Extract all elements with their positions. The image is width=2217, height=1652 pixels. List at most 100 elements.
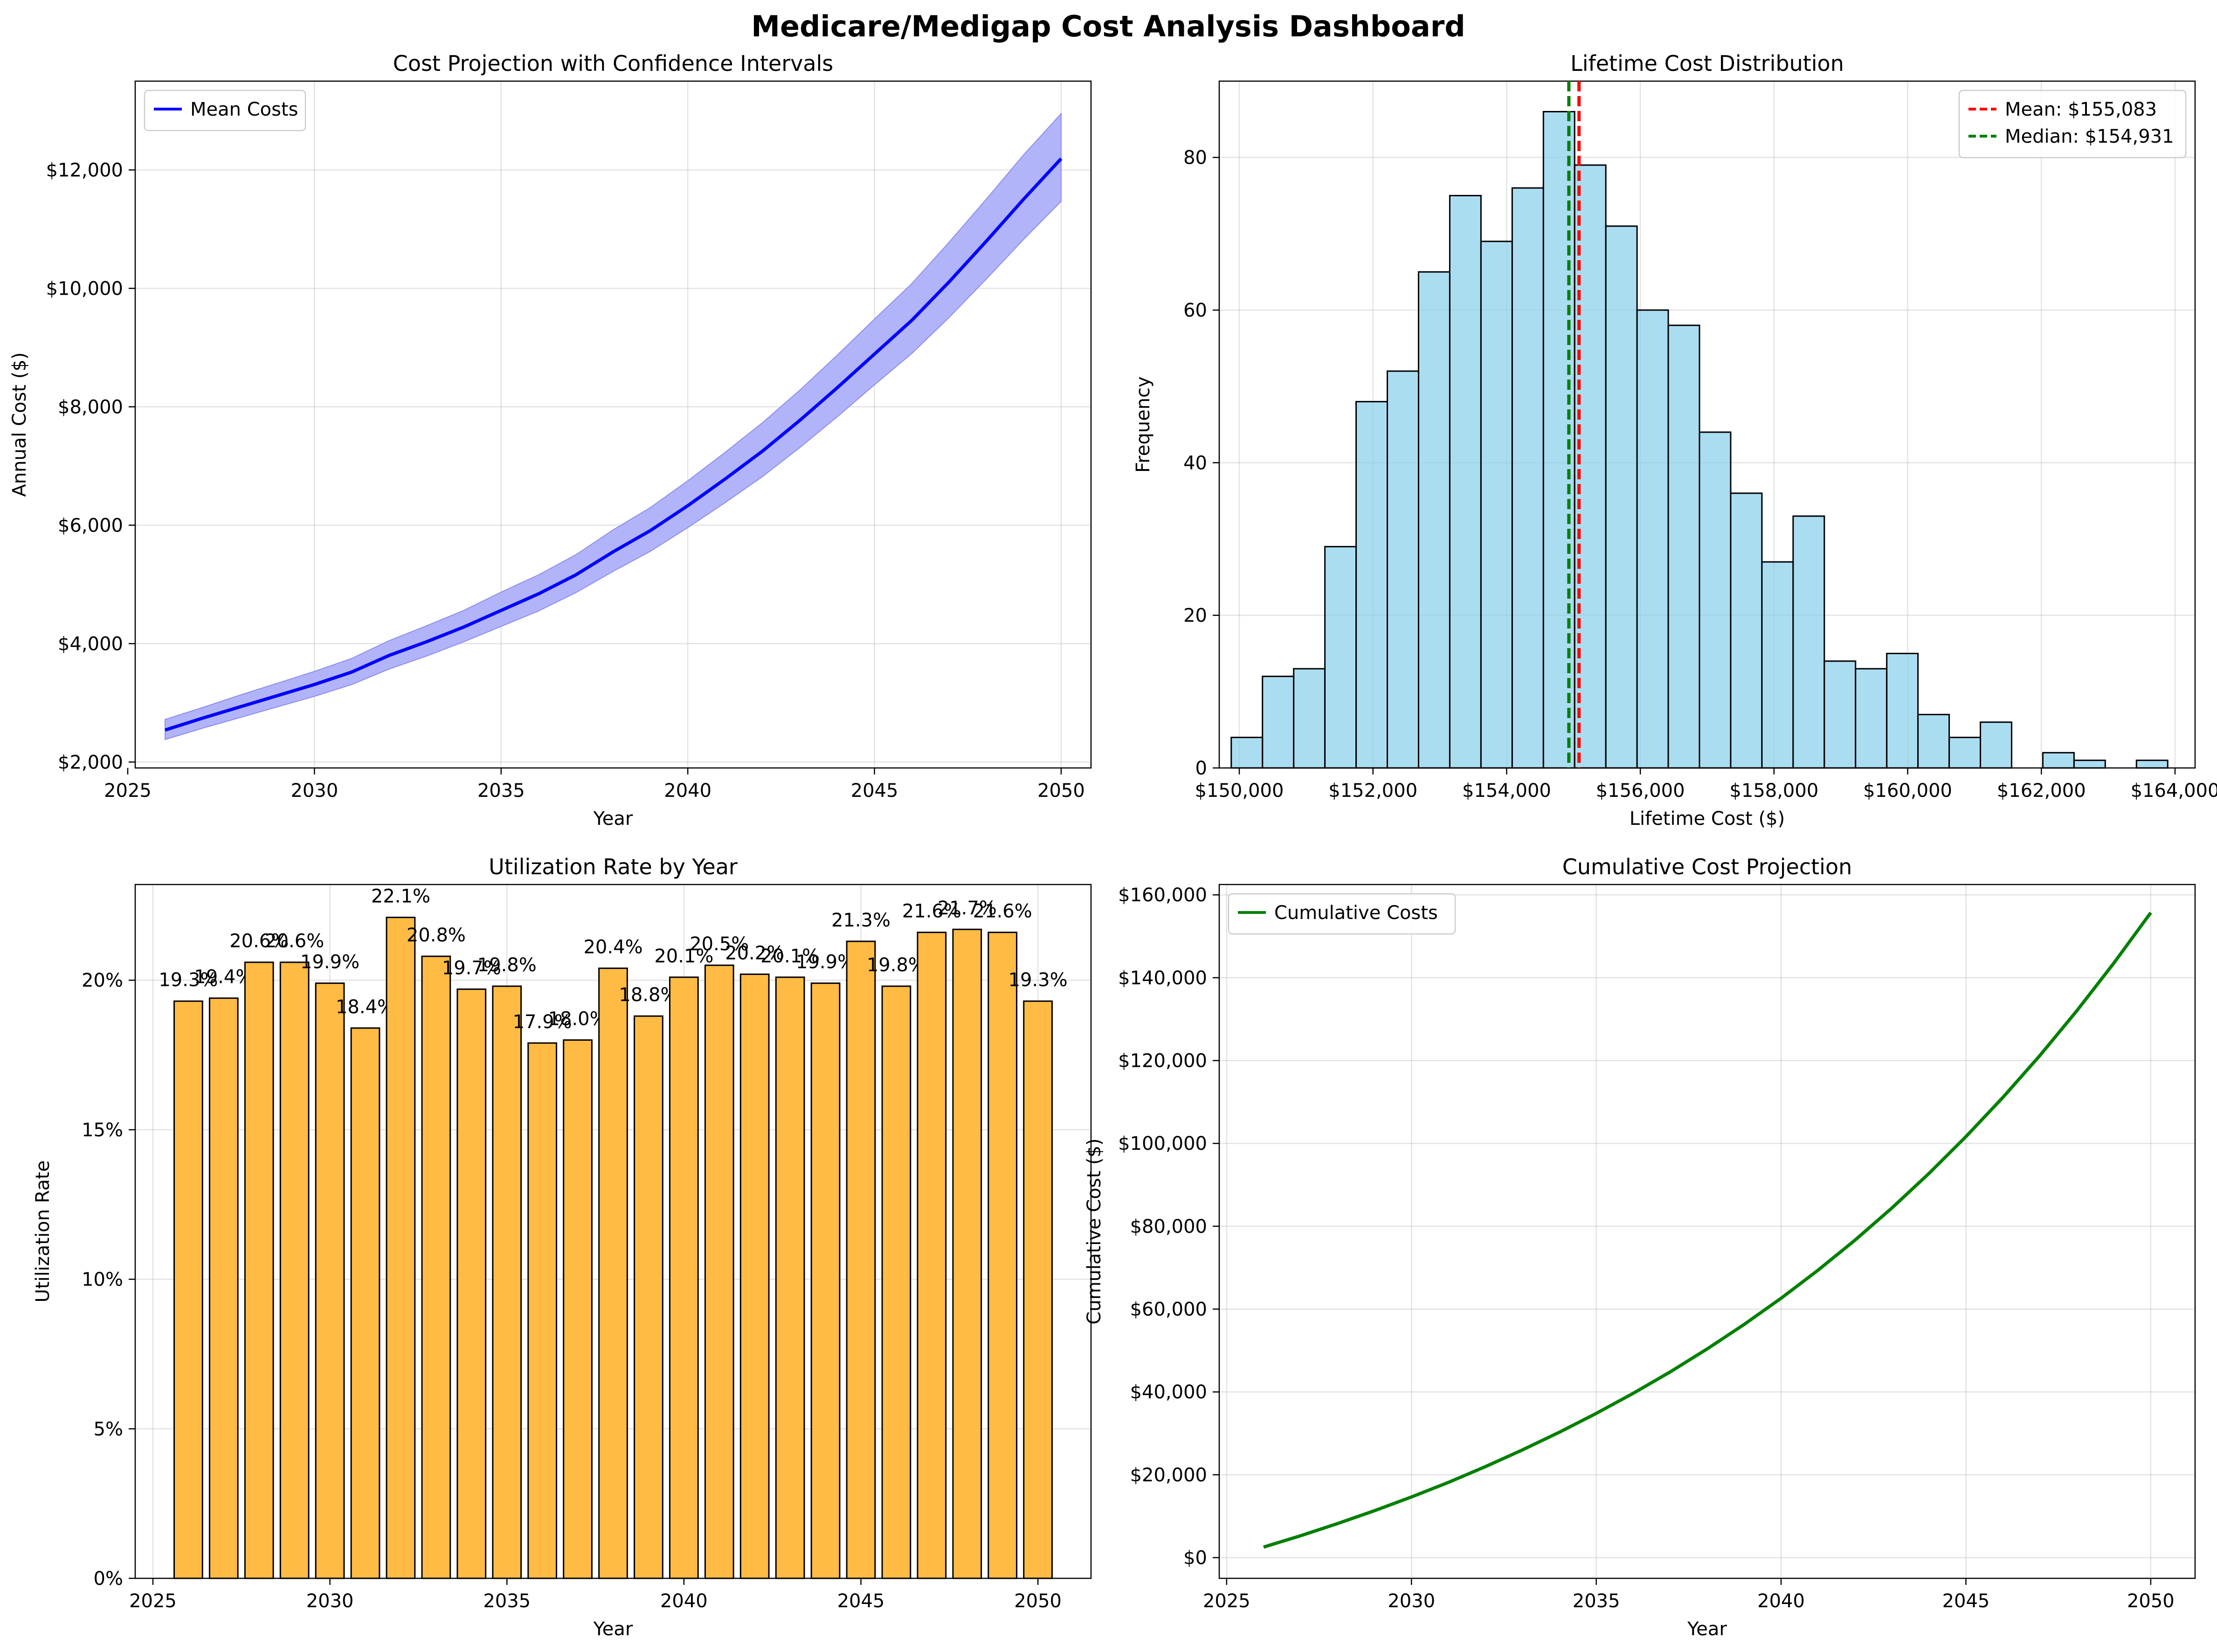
histogram-bar bbox=[1387, 370, 1419, 769]
utilization-data-label: 18.8% bbox=[619, 984, 678, 1006]
histogram-bar bbox=[1980, 721, 2012, 769]
histogram-bar bbox=[1730, 492, 1763, 769]
cumulative-title: Cumulative Cost Projection bbox=[1562, 854, 1852, 879]
utilization-bar bbox=[952, 928, 982, 1579]
cumulative-costs-line bbox=[1263, 912, 2152, 1549]
cumulative-y-tick-label: $0 bbox=[1183, 1548, 1207, 1569]
cost-projection-axes: 2025 2030 2035 2040 2045 2050 $2,000 $4,000 $6,0… bbox=[9, 51, 1092, 829]
lifetime-distribution-y-tick-label: 0 bbox=[1195, 758, 1207, 779]
utilization-bar bbox=[527, 1042, 558, 1579]
lifetime-distribution-x-tick-label: $156,000 bbox=[1596, 780, 1685, 802]
histogram-bar bbox=[1823, 660, 1857, 769]
lifetime-distribution-y-axis-label: Frequency bbox=[1133, 376, 1154, 473]
cost-projection-x-tick-label: 2025 bbox=[104, 780, 152, 802]
utilization-data-label: 18.0% bbox=[548, 1008, 608, 1030]
utilization-y-tick-label: 5% bbox=[94, 1418, 123, 1440]
utilization-bar bbox=[988, 932, 1018, 1579]
cost-projection-legend: Mean Costs bbox=[144, 90, 306, 131]
cumulative-x-tick-label: 2050 bbox=[2127, 1590, 2175, 1612]
utilization-data-label: 20.6% bbox=[229, 931, 289, 952]
lifetime-distribution-x-tick-label: $152,000 bbox=[1328, 780, 1417, 802]
utilization-bar bbox=[634, 1015, 663, 1579]
cumulative-x-tick-label: 2025 bbox=[1203, 1590, 1250, 1612]
utilization-data-label: 20.1% bbox=[654, 946, 713, 967]
histogram-bar bbox=[2042, 752, 2075, 769]
cumulative-x-tick-label: 2040 bbox=[1757, 1590, 1805, 1612]
cumulative-y-tick-label: $40,000 bbox=[1130, 1382, 1207, 1403]
histogram-bar bbox=[1917, 713, 1950, 769]
utilization-data-label: 20.8% bbox=[407, 925, 466, 946]
utilization-bar bbox=[456, 988, 487, 1579]
utilization-data-label: 18.4% bbox=[336, 996, 395, 1018]
lifetime-distribution-x-tick-label: $158,000 bbox=[1729, 780, 1818, 802]
cumulative-y-tick-label: $120,000 bbox=[1118, 1051, 1207, 1072]
utilization-data-label: 20.1% bbox=[760, 946, 820, 967]
lifetime-distribution-x-axis-label: Lifetime Cost ($) bbox=[1630, 808, 1785, 829]
utilization-data-label: 20.5% bbox=[690, 933, 749, 955]
cost-projection-y-tick-label: $12,000 bbox=[46, 159, 123, 181]
cumulative-x-tick-label: 2035 bbox=[1573, 1590, 1620, 1612]
utilization-title: Utilization Rate by Year bbox=[489, 854, 738, 879]
utilization-y-tick-label: 0% bbox=[94, 1568, 123, 1590]
utilization-x-tick-label: 2045 bbox=[837, 1590, 885, 1612]
lifetime-distribution-x-tick-label: $162,000 bbox=[1997, 780, 2086, 802]
histogram-bar bbox=[1355, 401, 1388, 769]
lifetime-distribution-y-tick-label: 60 bbox=[1183, 300, 1207, 321]
utilization-bar bbox=[350, 1027, 380, 1579]
cost-projection-legend-box bbox=[144, 90, 306, 131]
utilization-data-label: 20.6% bbox=[265, 931, 324, 952]
cumulative-x-tick-label: 2030 bbox=[1388, 1590, 1435, 1612]
utilization-x-tick-label: 2025 bbox=[129, 1590, 177, 1612]
utilization-data-label: 19.9% bbox=[796, 952, 855, 973]
lifetime-distribution-legend-box bbox=[1958, 90, 2187, 159]
utilization-bar bbox=[739, 973, 770, 1579]
utilization-data-label: 21.6% bbox=[902, 901, 961, 922]
utilization-bar bbox=[704, 964, 734, 1579]
cost-projection-y-tick-label: $2,000 bbox=[58, 752, 123, 773]
utilization-bar bbox=[669, 976, 699, 1579]
utilization-data-label: 21.6% bbox=[973, 901, 1032, 922]
histogram-bar bbox=[1230, 737, 1264, 769]
histogram-bar bbox=[1449, 195, 1482, 769]
cost-projection-plot-frame bbox=[134, 80, 1092, 769]
utilization-bar bbox=[846, 940, 876, 1579]
utilization-y-tick-label: 15% bbox=[82, 1120, 123, 1141]
utilization-x-tick-label: 2050 bbox=[1014, 1590, 1062, 1612]
utilization-x-tick-label: 2040 bbox=[660, 1590, 708, 1612]
utilization-data-label: 20.4% bbox=[583, 937, 642, 958]
utilization-bar bbox=[492, 985, 522, 1579]
histogram-bar bbox=[1636, 309, 1669, 769]
cumulative-y-tick-label: $60,000 bbox=[1130, 1299, 1207, 1320]
utilization-data-label: 19.4% bbox=[194, 967, 253, 988]
histogram-bar bbox=[1417, 271, 1450, 769]
cumulative-legend-label: Cumulative Costs bbox=[1274, 902, 1438, 924]
cost-projection-x-tick-label: 2035 bbox=[477, 780, 525, 802]
cumulative-legend: Cumulative Costs bbox=[1228, 893, 1456, 935]
utilization-bar bbox=[421, 955, 451, 1579]
utilization-bar bbox=[881, 985, 912, 1579]
utilization-data-label: 19.3% bbox=[1008, 969, 1068, 991]
cumulative-x-axis-label: Year bbox=[1687, 1618, 1727, 1640]
cost-projection-x-tick-label: 2050 bbox=[1037, 780, 1085, 802]
cumulative-y-tick-label: $100,000 bbox=[1118, 1133, 1207, 1154]
utilization-data-label: 22.1% bbox=[371, 885, 430, 907]
lifetime-distribution-x-tick-label: $150,000 bbox=[1195, 780, 1284, 802]
histogram-bar bbox=[1324, 546, 1357, 769]
lifetime-distribution-y-tick-label: 40 bbox=[1183, 452, 1207, 474]
utilization-x-tick-label: 2030 bbox=[306, 1590, 354, 1612]
utilization-x-axis-label: Year bbox=[593, 1618, 633, 1640]
histogram-bar bbox=[1262, 676, 1295, 769]
lifetime-distribution-x-tick-label: $164,000 bbox=[2131, 780, 2217, 802]
utilization-data-label: 17.9% bbox=[513, 1011, 572, 1033]
cumulative-y-axis-label: Cumulative Cost ($) bbox=[1084, 1138, 1105, 1324]
lifetime-distribution-legend: Mean: $155,083 Median: $154,931 bbox=[1958, 90, 2187, 159]
histogram-bar bbox=[1761, 561, 1794, 769]
cumulative-legend-box bbox=[1228, 893, 1456, 935]
utilization-bar bbox=[386, 917, 416, 1579]
utilization-bar bbox=[208, 997, 239, 1579]
lifetime-distribution-legend-label: Mean: $155,083 bbox=[2005, 99, 2157, 120]
utilization-x-tick-label: 2035 bbox=[483, 1590, 531, 1612]
cost-projection-y-axis-label: Annual Cost ($) bbox=[9, 352, 30, 497]
histogram-bar bbox=[1511, 187, 1544, 769]
utilization-data-label: 21.3% bbox=[831, 910, 891, 931]
